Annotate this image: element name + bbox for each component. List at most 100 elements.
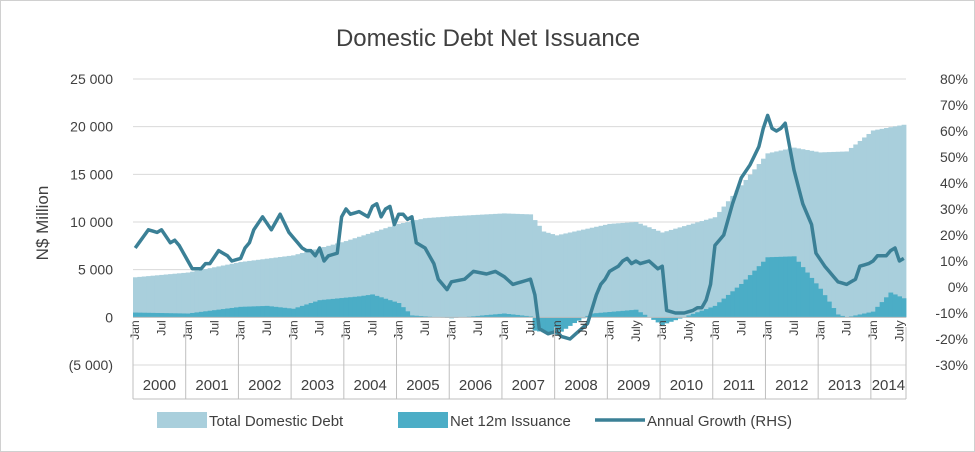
total-debt-bar xyxy=(458,215,463,318)
net-issuance-bar xyxy=(567,317,573,326)
total-debt-bar xyxy=(585,228,591,318)
net-issuance-bar xyxy=(686,315,692,318)
total-debt-bar xyxy=(857,140,863,318)
total-debt-bar xyxy=(866,133,872,318)
legend-label: Annual Growth (RHS) xyxy=(647,413,792,430)
total-debt-bar xyxy=(427,217,433,318)
y2-tick-label: 0% xyxy=(948,279,968,295)
total-debt-bar xyxy=(721,206,727,318)
total-debt-bar xyxy=(317,248,323,318)
x-axis-years: 2000 2001 2002 2003 2004 2005 2006 2007 2008 2009… xyxy=(132,327,907,400)
net-issuance-bar xyxy=(699,310,705,318)
net-issuance-bar xyxy=(207,310,213,318)
total-debt-bar xyxy=(761,158,766,318)
net-issuance-bar xyxy=(409,315,415,318)
net-issuance-bar xyxy=(642,314,648,318)
x-tick-label: Jan xyxy=(813,320,827,339)
total-debt-bar xyxy=(163,274,169,318)
total-debt-bar xyxy=(422,218,428,318)
total-debt-bar xyxy=(862,137,867,318)
y2-tick-label: -30% xyxy=(935,357,968,373)
net-issuance-bar xyxy=(163,313,169,318)
net-issuance-bar xyxy=(317,300,323,318)
net-issuance-bar xyxy=(370,294,375,318)
total-debt-bar xyxy=(335,243,340,318)
net-issuance-bar xyxy=(176,313,182,318)
total-debt-bar xyxy=(686,224,692,318)
net-issuance-bar xyxy=(484,315,490,318)
total-debt-bar xyxy=(576,230,582,318)
x-tick-label: July xyxy=(682,320,696,341)
x-tick-label: Jan xyxy=(234,320,248,339)
total-debt-bar xyxy=(668,229,674,318)
net-issuance-bar xyxy=(159,313,165,318)
total-debt-bar xyxy=(559,234,564,318)
net-issuance-bar xyxy=(190,312,195,318)
net-issuance-bar xyxy=(313,301,318,318)
total-debt-bar xyxy=(176,273,182,318)
net-issuance-bar xyxy=(875,306,881,318)
total-debt-bar xyxy=(813,151,819,318)
y2-tick-label: 30% xyxy=(940,201,968,217)
net-issuance-bar xyxy=(835,314,841,318)
net-issuance-bar xyxy=(624,310,630,318)
net-issuance-bar xyxy=(392,301,397,318)
total-debt-bar xyxy=(168,274,173,318)
net-issuance-bar xyxy=(778,256,784,318)
total-debt-bar xyxy=(804,150,810,318)
net-issuance-bar xyxy=(203,311,209,318)
total-debt-bar xyxy=(383,228,389,318)
net-issuance-bar xyxy=(611,311,617,318)
net-issuance-bar xyxy=(374,295,380,318)
total-debt-bar xyxy=(752,169,758,318)
net-issuance-bar xyxy=(141,312,147,318)
total-debt-bar xyxy=(523,214,529,318)
year-label: 2002 xyxy=(248,377,281,394)
net-issuance-bar xyxy=(273,306,279,318)
net-issuance-bar xyxy=(137,312,143,318)
x-tick-label: Jan xyxy=(550,320,564,339)
annual-growth-line xyxy=(133,113,905,341)
total-debt-bar xyxy=(778,150,784,318)
total-debt-bar xyxy=(826,152,832,318)
total-debt-bar xyxy=(207,268,213,318)
net-issuance-bar xyxy=(690,313,696,318)
net-issuance-bar xyxy=(479,315,485,318)
net-issuance-bar xyxy=(519,315,525,318)
net-issuance-bar xyxy=(247,306,252,318)
net-issuance-bar xyxy=(212,310,217,318)
net-issuance-bar xyxy=(783,256,788,318)
year-label: 2011 xyxy=(723,377,755,394)
net-issuance-bar xyxy=(326,299,332,318)
total-debt-bar xyxy=(251,260,257,318)
total-debt-bar xyxy=(699,221,705,318)
net-issuance-bar xyxy=(563,317,569,329)
y2-tick-label: 20% xyxy=(940,227,968,243)
y2-tick-label: 40% xyxy=(940,175,968,191)
total-debt-bar xyxy=(352,238,358,318)
net-issuance-bar xyxy=(356,296,362,318)
total-debt-bar xyxy=(242,261,248,318)
net-issuance-bar xyxy=(607,311,613,318)
net-issuance-bar xyxy=(234,307,239,318)
total-debt-bar xyxy=(870,130,876,318)
net-issuance-bar xyxy=(734,287,740,318)
net-issuance-bar xyxy=(756,266,762,318)
total-debt-bar xyxy=(154,275,160,318)
total-debt-bar xyxy=(172,273,178,318)
x-tick-label: Jan xyxy=(128,320,142,339)
total-debt-bar xyxy=(326,245,332,318)
net-issuance-bar xyxy=(150,312,156,318)
net-issuance-bar xyxy=(361,295,367,318)
net-issuance-bar xyxy=(717,302,722,318)
x-tick-label: July xyxy=(629,320,643,341)
total-debt-bar xyxy=(190,271,195,318)
net-issuance-bar xyxy=(888,292,894,318)
x-tick-label: Jan xyxy=(286,320,300,339)
net-issuance-bar xyxy=(181,313,187,318)
total-debt-bar xyxy=(146,276,151,318)
y-tick-label: 5 000 xyxy=(78,262,113,278)
net-issuance-bar xyxy=(523,315,529,318)
total-debt-bar xyxy=(220,265,226,318)
total-debt-bar xyxy=(282,256,288,318)
